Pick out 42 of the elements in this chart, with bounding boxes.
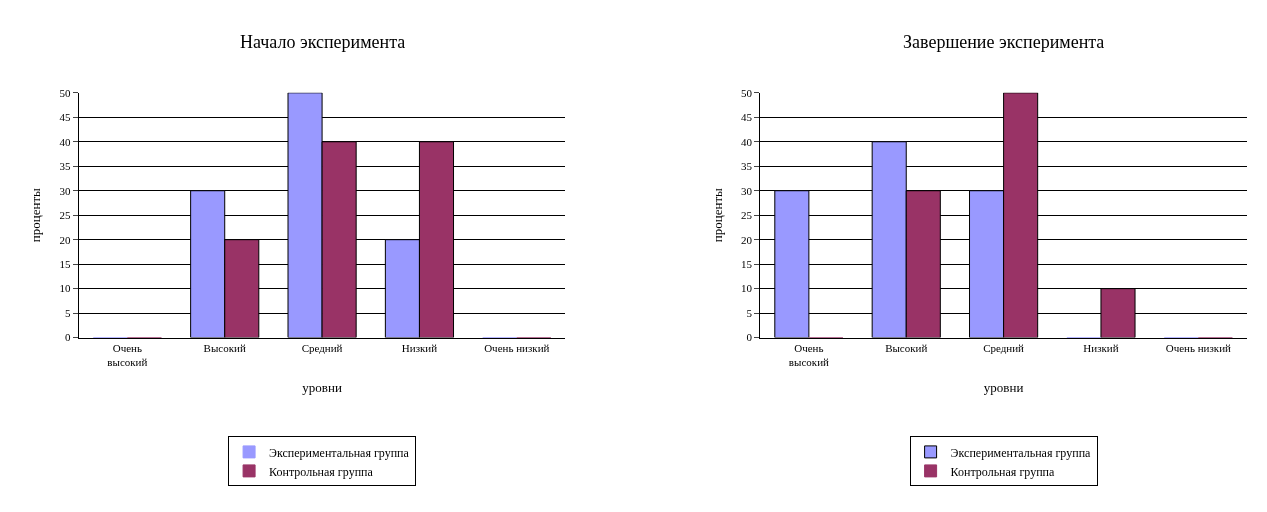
y-tick-label: 50 [741,86,753,99]
y-axis-title: проценты [709,187,725,243]
y-tick-label: 20 [741,233,753,246]
y-tick-label: 0 [746,331,753,344]
y-tick-label: 30 [741,184,753,197]
legend-label: Контрольная группа [950,464,1055,479]
x-axis-title: уровни [983,379,1024,395]
y-tick-label: 50 [59,86,71,99]
x-tick-label: Средний [983,341,1025,354]
x-tick-label: Высокий [203,341,246,354]
x-tick-label: Высокий [885,341,928,354]
x-tick-label: Средний [301,341,343,354]
legend-label: Экспериментальная группа [269,445,410,460]
y-tick-label: 5 [64,306,71,319]
y-tick-label: 40 [741,135,753,148]
y-tick-label: 35 [59,160,71,173]
y-tick-label: 25 [59,209,71,222]
y-tick-label: 15 [59,258,71,271]
y-tick-label: 10 [59,282,71,295]
y-axis-title: проценты [28,187,44,243]
x-tick-label: Очень низкий [1165,341,1232,354]
y-tick-label: 5 [746,306,753,319]
x-tick-label: Низкий [1083,341,1119,354]
chart-title: Завершение эксперимента [903,32,1105,52]
x-axis-title: уровни [302,379,342,395]
x-tick-label: Низкий [401,341,438,354]
x-tick-label: Очень высокий [788,341,830,369]
y-tick-label: 25 [741,209,753,222]
legend-label: Контрольная группа [269,464,374,479]
x-tick-label: Очень низкий [484,341,550,354]
y-tick-label: 45 [741,111,753,124]
chart-title: Начало эксперимента [240,32,406,52]
y-tick-label: 30 [59,184,71,197]
y-tick-label: 20 [59,233,71,246]
legend-label: Экспериментальная группа [950,445,1092,460]
x-tick-label: Очень высокий [107,341,148,369]
y-tick-label: 15 [741,258,753,271]
y-tick-label: 0 [64,331,71,344]
y-tick-label: 45 [59,111,71,124]
y-tick-label: 40 [59,135,71,148]
y-tick-label: 10 [741,282,753,295]
y-tick-label: 35 [741,160,753,173]
